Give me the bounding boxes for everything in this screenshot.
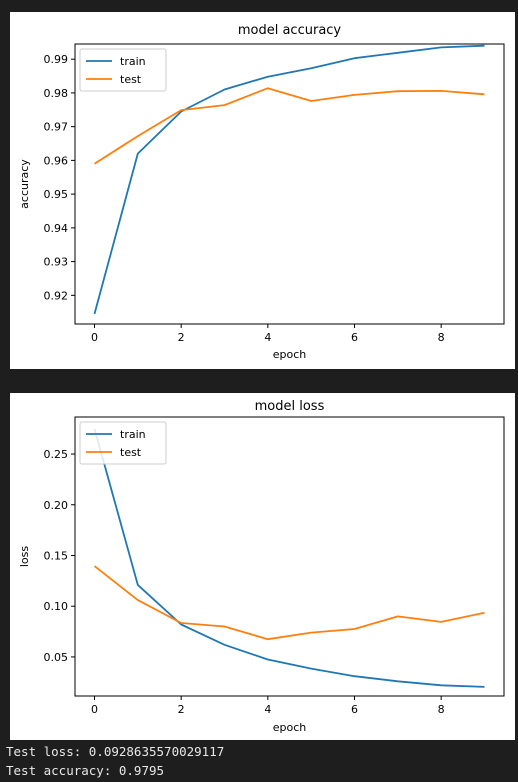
- accuracy-chart-panel: model accuracy 0 2 4 6 8 0.92 0.93 0.94 0.95 0.96 0…: [10, 12, 515, 369]
- legend-box: [79, 48, 167, 92]
- y-tick-label: 0.94: [44, 222, 69, 235]
- y-tick-label: 0.96: [44, 154, 69, 167]
- series-line-train: [93, 428, 485, 688]
- y-tick-label: 0.95: [44, 188, 69, 201]
- series-line-test: [94, 87, 485, 165]
- y-tick-label: 0.20: [44, 499, 69, 512]
- legend: train test: [79, 421, 167, 465]
- accuracy-chart: model accuracy 0 2 4 6 8 0.92 0.93 0.94 0.95 0.96 0…: [18, 23, 505, 361]
- x-tick-label: 8: [438, 331, 445, 344]
- y-tick-label: 0.99: [44, 53, 69, 66]
- plot-frame: [74, 43, 505, 325]
- y-tick-label: 0.93: [44, 256, 69, 269]
- x-tick-label: 4: [264, 331, 271, 344]
- plot-frame: [74, 416, 505, 697]
- legend-label-train: train: [120, 428, 146, 441]
- legend-label-test: test: [120, 73, 142, 86]
- x-tick-label: 6: [351, 331, 358, 344]
- x-axis-label: epoch: [273, 721, 307, 734]
- x-tick-label: 8: [438, 703, 445, 716]
- legend-label-test: test: [120, 446, 142, 459]
- x-tick-label: 2: [178, 703, 185, 716]
- y-tick-label: 0.92: [44, 289, 69, 302]
- legend-label-train: train: [120, 55, 146, 68]
- loss-chart-panel: model loss 0 2 4 6 8 0.05 0.10 0.15 0.20 0.25 epoch…: [10, 393, 515, 740]
- loss-chart: model loss 0 2 4 6 8 0.05 0.10 0.15 0.20 0.25 epoch…: [18, 399, 505, 734]
- y-tick-label: 0.97: [44, 121, 69, 134]
- y-tick-label: 0.98: [44, 87, 69, 100]
- chart-title: model accuracy: [238, 23, 342, 38]
- console-output: Test loss: 0.0928635570029117 Test accur…: [0, 742, 518, 780]
- series-line-test: [93, 565, 485, 641]
- y-axis-label: accuracy: [18, 159, 31, 209]
- chart-title: model loss: [255, 399, 325, 414]
- test-accuracy-line: Test accuracy: 0.9795: [6, 763, 165, 778]
- x-tick-label: 4: [264, 703, 271, 716]
- x-tick-label: 0: [91, 703, 98, 716]
- y-tick-label: 0.15: [44, 549, 69, 562]
- legend: train test: [79, 48, 167, 92]
- x-axis-label: epoch: [273, 348, 307, 361]
- test-loss-line: Test loss: 0.0928635570029117: [6, 744, 225, 759]
- y-tick-label: 0.10: [44, 600, 69, 613]
- x-tick-label: 2: [178, 331, 185, 344]
- x-tick-label: 0: [91, 331, 98, 344]
- y-tick-label: 0.25: [44, 448, 69, 461]
- series-line-train: [93, 44, 485, 315]
- y-tick-label: 0.05: [44, 651, 69, 664]
- y-axis-label: loss: [18, 546, 31, 568]
- legend-box: [79, 421, 167, 465]
- x-tick-label: 6: [351, 703, 358, 716]
